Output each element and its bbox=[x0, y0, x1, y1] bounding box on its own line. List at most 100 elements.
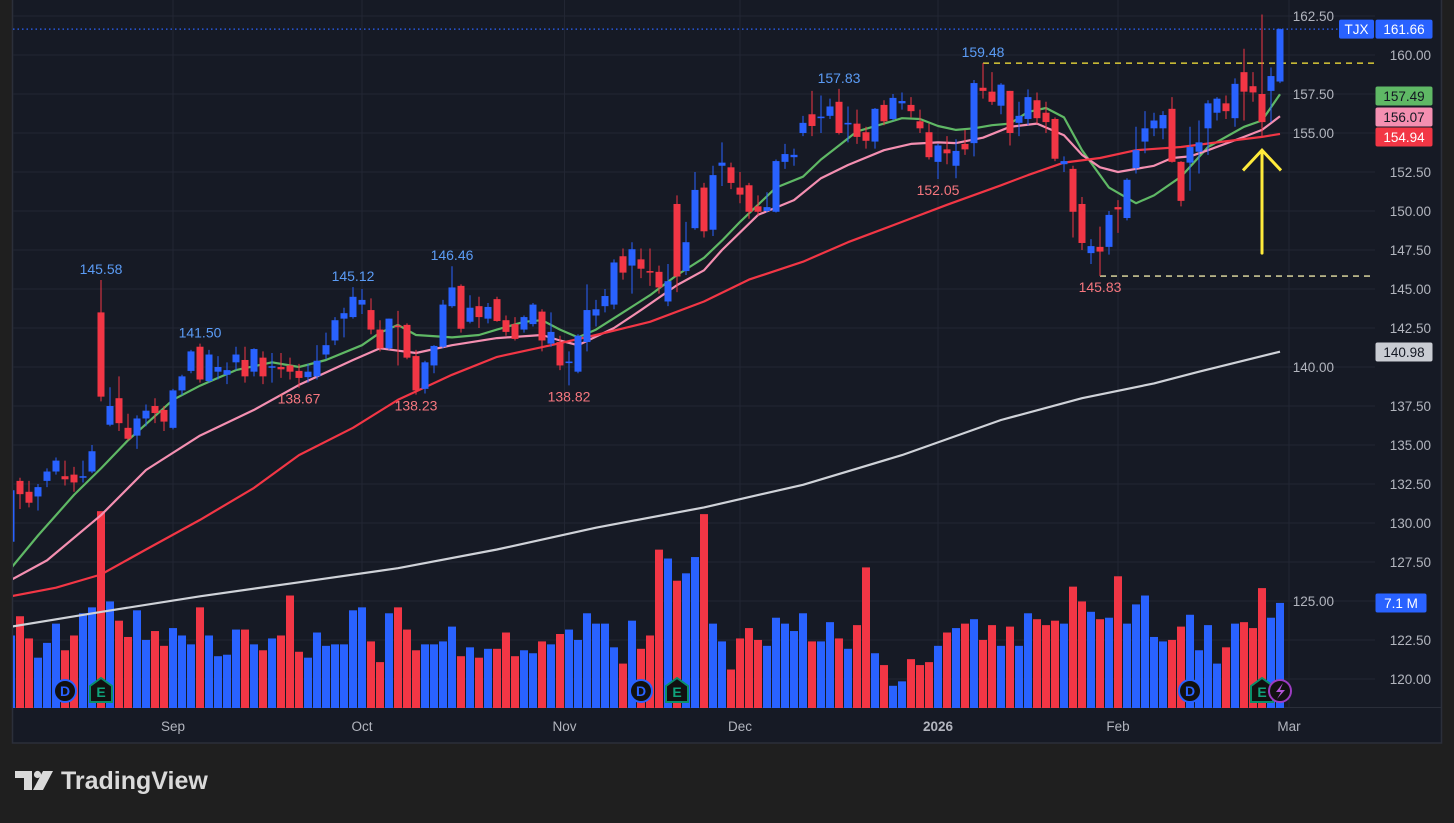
volume-bar bbox=[835, 638, 843, 708]
earnings-event-icon[interactable]: E bbox=[665, 676, 689, 703]
candle-body bbox=[538, 311, 546, 341]
candle-body bbox=[1249, 86, 1257, 93]
horizontal-levels bbox=[13, 28, 1374, 277]
volume-bar bbox=[754, 639, 762, 708]
tradingview-logo[interactable]: TradingView bbox=[15, 767, 208, 795]
candle bbox=[547, 312, 555, 347]
lightning-event-icon[interactable] bbox=[1268, 679, 1292, 703]
candle bbox=[628, 242, 636, 294]
candle-body bbox=[709, 175, 717, 230]
candle-body bbox=[178, 376, 186, 391]
volume-bar bbox=[961, 623, 969, 708]
low-price-label: 138.23 bbox=[395, 398, 438, 414]
earnings-event-icon[interactable]: E bbox=[89, 676, 113, 703]
candle-body bbox=[142, 410, 150, 419]
candle bbox=[1276, 28, 1284, 84]
volume-bar bbox=[466, 647, 474, 708]
volume-bar bbox=[160, 645, 168, 708]
time-tick-label: Mar bbox=[1277, 719, 1301, 734]
volume-bar bbox=[871, 653, 879, 708]
candle-body bbox=[124, 427, 132, 439]
volume-bar bbox=[943, 632, 951, 708]
event-label: E bbox=[96, 684, 105, 700]
candle bbox=[484, 303, 492, 324]
volume-bar bbox=[538, 641, 546, 708]
candle-body bbox=[664, 281, 672, 302]
candle bbox=[907, 97, 915, 118]
candle-body bbox=[493, 299, 501, 321]
candle bbox=[1069, 165, 1077, 238]
volume-bar bbox=[1141, 595, 1149, 708]
candle bbox=[340, 307, 348, 338]
volume-bar bbox=[1132, 604, 1140, 708]
volume-bar bbox=[1042, 625, 1050, 708]
candle-body bbox=[79, 476, 87, 478]
candle-body bbox=[13, 490, 15, 542]
candle bbox=[97, 279, 105, 402]
volume-bar bbox=[772, 617, 780, 708]
price-tick-label: 132.50 bbox=[1390, 477, 1431, 492]
candle bbox=[61, 460, 69, 486]
symbol-label-text: TJX bbox=[1344, 22, 1368, 37]
candle bbox=[781, 143, 789, 169]
ma-value-label-ma-fast: 157.49 bbox=[1375, 86, 1433, 106]
volume-bar bbox=[115, 620, 123, 708]
candle bbox=[223, 362, 231, 385]
candle bbox=[1105, 211, 1113, 255]
candle bbox=[385, 318, 393, 350]
volume-bar bbox=[682, 573, 690, 708]
volume-bar bbox=[79, 613, 87, 708]
candle bbox=[1096, 226, 1104, 277]
volume-bar bbox=[1006, 626, 1014, 708]
candle bbox=[1159, 111, 1167, 140]
candle-body bbox=[655, 271, 663, 288]
time-axis[interactable]: Sep Oct Nov Dec 2026 Feb Mar bbox=[161, 719, 1301, 734]
candle bbox=[133, 415, 141, 449]
price-tick-label: 157.50 bbox=[1293, 87, 1334, 102]
volume-bar bbox=[1114, 576, 1122, 708]
candle-body bbox=[349, 296, 357, 318]
volume-bar bbox=[286, 595, 294, 708]
candle bbox=[466, 295, 474, 324]
volume-bar bbox=[610, 647, 618, 708]
volume-bar bbox=[1231, 623, 1239, 708]
dividend-event-icon[interactable]: D bbox=[629, 679, 653, 703]
volume-bar bbox=[1060, 623, 1068, 708]
candle-body bbox=[1042, 112, 1050, 123]
candle bbox=[916, 109, 924, 133]
candle-body bbox=[151, 406, 159, 414]
yellow-arrow-annotation[interactable] bbox=[1241, 147, 1283, 255]
candle bbox=[196, 343, 204, 383]
candle-body bbox=[700, 187, 708, 232]
candle-body bbox=[637, 259, 645, 269]
volume-bar bbox=[547, 644, 555, 708]
volume-bar bbox=[430, 644, 438, 708]
candle-body bbox=[1114, 207, 1122, 210]
volume-bar bbox=[979, 639, 987, 708]
plot-area[interactable]: 145.58 141.50 145.12 146.46 157.83 159.48 138.… bbox=[7, 14, 1374, 708]
candle-body bbox=[862, 132, 870, 141]
candle bbox=[997, 83, 1005, 115]
volume-bar bbox=[844, 648, 852, 708]
candle bbox=[529, 303, 537, 327]
candle-body bbox=[736, 187, 744, 195]
candle bbox=[790, 148, 798, 166]
volume-bar bbox=[385, 613, 393, 708]
dividend-event-icon[interactable]: D bbox=[1178, 679, 1202, 703]
volume-bar bbox=[790, 631, 798, 708]
price-axis[interactable]: 162.50 160.00 157.50 155.00 152.50 150.00 147.… bbox=[1293, 9, 1431, 687]
volume-bar bbox=[673, 580, 681, 708]
candle bbox=[394, 310, 402, 366]
dividend-event-icon[interactable]: D bbox=[53, 679, 77, 703]
volume-bar bbox=[952, 628, 960, 708]
volume-bar bbox=[304, 657, 312, 708]
volume-bar bbox=[1258, 588, 1266, 708]
candle bbox=[1042, 101, 1050, 133]
candle-body bbox=[880, 104, 888, 122]
candle bbox=[322, 332, 330, 360]
volume-bar bbox=[1105, 617, 1113, 708]
candle bbox=[871, 108, 879, 149]
volume-bar bbox=[1096, 619, 1104, 708]
candle bbox=[826, 98, 834, 119]
